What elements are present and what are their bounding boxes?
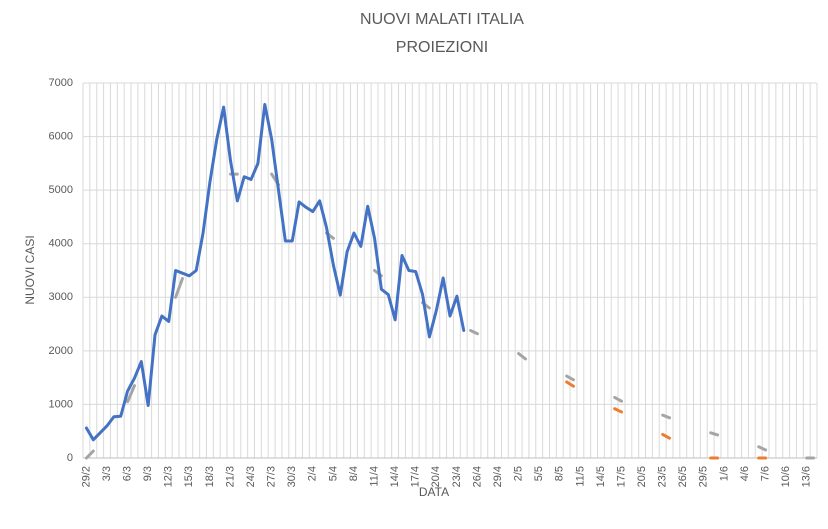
x-tick-label: 15/3 [183,466,195,487]
x-tick-label: 29/2 [80,466,92,487]
x-tick-label: 27/3 [266,466,278,487]
chart-title: NUOVI MALATI ITALIA [360,11,524,28]
x-tick-label: 10/6 [780,466,792,487]
y-tick-label: 4000 [49,238,73,250]
x-tick-label: 14/5 [595,466,607,487]
x-tick-label: 20/5 [636,466,648,487]
x-tick-label: 2/4 [307,466,319,481]
x-tick-label: 17/4 [410,466,422,487]
x-tick-label: 29/5 [698,466,710,487]
x-tick-label: 11/4 [368,466,380,487]
x-tick-label: 26/4 [471,466,483,487]
x-tick-label: 7/6 [759,466,771,481]
x-tick-label: 8/5 [554,466,566,481]
x-tick-label: 3/3 [101,466,113,481]
x-tick-label: 5/5 [533,466,545,481]
x-tick-label: 8/4 [348,466,360,481]
series-line [84,102,466,442]
series-line [565,380,768,460]
x-tick-label: 5/4 [327,466,339,481]
x-tick-label: 24/3 [245,466,257,487]
x-tick-label: 20/4 [430,466,442,487]
plot [84,102,816,460]
x-tick-label: 9/3 [142,466,154,481]
x-tick-label: 4/6 [739,466,751,481]
x-tick-label: 17/5 [615,466,627,487]
x-tick-label: 21/3 [224,466,236,487]
y-tick-label: 1000 [49,398,73,410]
x-tick-label: 30/3 [286,466,298,487]
y-tick-label: 6000 [49,130,73,142]
y-tick-label: 7000 [49,77,73,89]
x-tick-label: 13/6 [801,466,813,487]
x-tick-label: 1/6 [718,466,730,481]
x-axis-title: DATA [419,485,449,499]
chart-subtitle: PROIEZIONI [396,39,488,56]
y-tick-label: 0 [67,452,73,464]
x-tick-label: 14/4 [389,466,401,487]
y-axis-title: NUOVI CASI [23,235,37,304]
x-tick-label: 2/5 [513,466,525,481]
y-tick-label: 5000 [49,184,73,196]
x-tick-label: 26/5 [677,466,689,487]
x-tick-label: 23/5 [657,466,669,487]
x-tick-label: 6/3 [121,466,133,481]
x-tick-label: 18/3 [204,466,216,487]
grid [82,82,818,459]
x-tick-label: 23/4 [451,466,463,487]
y-tick-label: 2000 [49,345,73,357]
x-tick-label: 29/4 [492,466,504,487]
y-tick-label: 3000 [49,291,73,303]
x-tick-label: 11/5 [574,466,586,487]
x-tick-label: 12/3 [163,466,175,487]
